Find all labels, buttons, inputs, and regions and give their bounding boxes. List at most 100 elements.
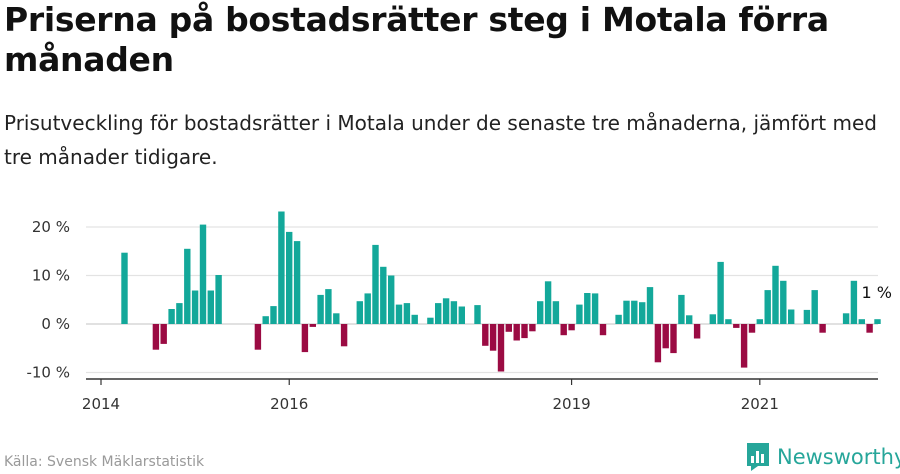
bar xyxy=(356,301,363,324)
bar xyxy=(293,241,301,324)
bar xyxy=(639,302,646,324)
bar xyxy=(121,252,128,324)
bar xyxy=(262,316,269,324)
bar xyxy=(372,244,379,324)
bar xyxy=(803,309,811,324)
bar xyxy=(662,324,669,349)
bar xyxy=(254,324,262,350)
bars xyxy=(121,211,881,372)
x-tick-label: 2019 xyxy=(552,395,590,413)
bar xyxy=(874,319,881,324)
x-tick-label: 2016 xyxy=(270,395,308,413)
bar xyxy=(670,324,677,354)
brand-name: Newsworthy xyxy=(777,445,900,469)
bar xyxy=(309,324,316,327)
y-tick-label: 20 % xyxy=(32,218,70,236)
bar xyxy=(811,290,818,324)
bar xyxy=(646,287,654,324)
bar xyxy=(842,313,850,324)
bar xyxy=(748,324,756,333)
bar xyxy=(552,301,560,324)
source-note: Källa: Svensk Mäklarstatistik xyxy=(4,454,205,470)
bar xyxy=(286,231,293,324)
bar xyxy=(521,324,528,339)
bar xyxy=(678,294,685,324)
bar xyxy=(513,324,520,341)
bar xyxy=(693,324,701,339)
bar xyxy=(340,324,348,347)
bar xyxy=(207,290,214,324)
bar xyxy=(364,293,371,324)
last-value-label: 1 % xyxy=(862,283,892,302)
bar xyxy=(764,290,771,324)
x-tick-label: 2014 xyxy=(82,395,120,413)
bar xyxy=(411,314,418,324)
bar xyxy=(623,300,630,324)
bar xyxy=(772,265,779,324)
bar xyxy=(278,211,285,324)
y-tick-label: 10 % xyxy=(32,267,70,285)
bar xyxy=(168,309,175,324)
bar xyxy=(325,289,332,324)
bar xyxy=(568,324,575,331)
bar xyxy=(537,301,544,324)
bar xyxy=(788,309,795,324)
newsworthy-logo-icon xyxy=(747,443,769,471)
bar xyxy=(489,324,497,351)
bar xyxy=(395,304,403,324)
bar xyxy=(709,314,716,324)
chart-title: Priserna på bostadsrätter steg i Motala … xyxy=(4,0,829,79)
bar xyxy=(403,303,411,324)
bar xyxy=(301,324,309,353)
bar xyxy=(615,314,622,324)
bar xyxy=(591,293,599,324)
bar xyxy=(850,280,858,324)
bar xyxy=(474,305,481,324)
y-tick-label: -10 % xyxy=(26,364,70,382)
bar xyxy=(199,224,207,324)
y-tick-label: 0 % xyxy=(41,315,70,333)
bar xyxy=(427,317,434,324)
bar xyxy=(576,304,583,324)
newsworthy-logo[interactable]: Newsworthy xyxy=(745,440,900,474)
bar xyxy=(756,319,763,324)
bar xyxy=(740,324,748,368)
bar xyxy=(160,324,167,344)
bar xyxy=(442,298,450,324)
bar xyxy=(388,275,395,324)
bar xyxy=(191,290,199,324)
bar xyxy=(482,324,489,346)
bar xyxy=(686,315,693,324)
bar-chart: 20 % 10 % 0 % -10 % 2014 2016 2019 2021 1 % xyxy=(26,211,892,413)
bar xyxy=(631,300,638,324)
bar xyxy=(435,303,442,324)
bar xyxy=(780,280,787,324)
bar xyxy=(733,324,740,328)
bar xyxy=(529,324,536,332)
bar xyxy=(184,248,191,324)
bar xyxy=(380,266,387,324)
bar xyxy=(599,324,607,336)
bar xyxy=(505,324,512,332)
bar xyxy=(544,281,552,324)
bar xyxy=(654,324,662,363)
bar xyxy=(458,306,465,324)
bar xyxy=(819,324,826,333)
bar xyxy=(560,324,567,336)
bar xyxy=(450,301,458,324)
bar xyxy=(152,324,160,350)
bar xyxy=(725,319,732,324)
y-axis-labels: 20 % 10 % 0 % -10 % xyxy=(26,218,70,382)
bar xyxy=(270,306,277,324)
bar xyxy=(333,313,340,324)
bar xyxy=(717,261,724,324)
bar xyxy=(497,324,505,372)
bar xyxy=(584,293,591,324)
x-tick-label: 2021 xyxy=(741,395,779,413)
bar xyxy=(215,275,222,324)
bar xyxy=(858,319,865,324)
bar xyxy=(176,303,183,324)
chart-subtitle: Prisutveckling för bostadsrätter i Motal… xyxy=(4,111,877,169)
bar xyxy=(317,294,324,324)
bar xyxy=(866,324,873,333)
